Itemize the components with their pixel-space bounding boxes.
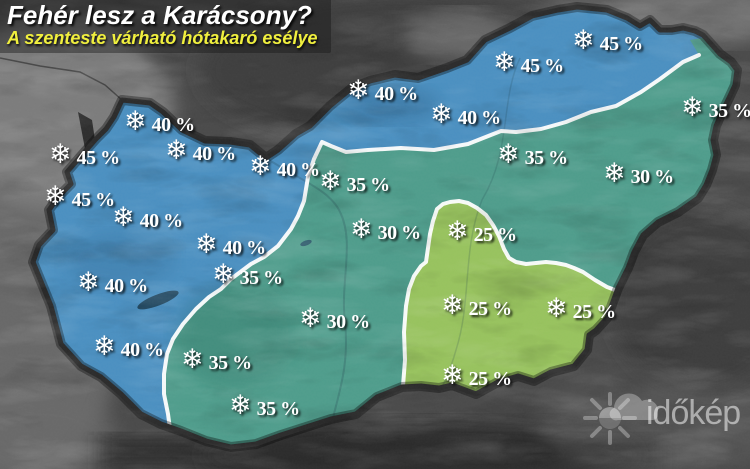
idokep-logo-text: időkép xyxy=(646,394,741,432)
page-subtitle: A szenteste várható hótakaró esélye xyxy=(7,28,318,48)
page-title: Fehér lesz a Karácsony? xyxy=(7,0,312,30)
idokep-logo-icon xyxy=(583,392,659,445)
header: Fehér lesz a Karácsony? A szenteste várh… xyxy=(0,0,332,53)
